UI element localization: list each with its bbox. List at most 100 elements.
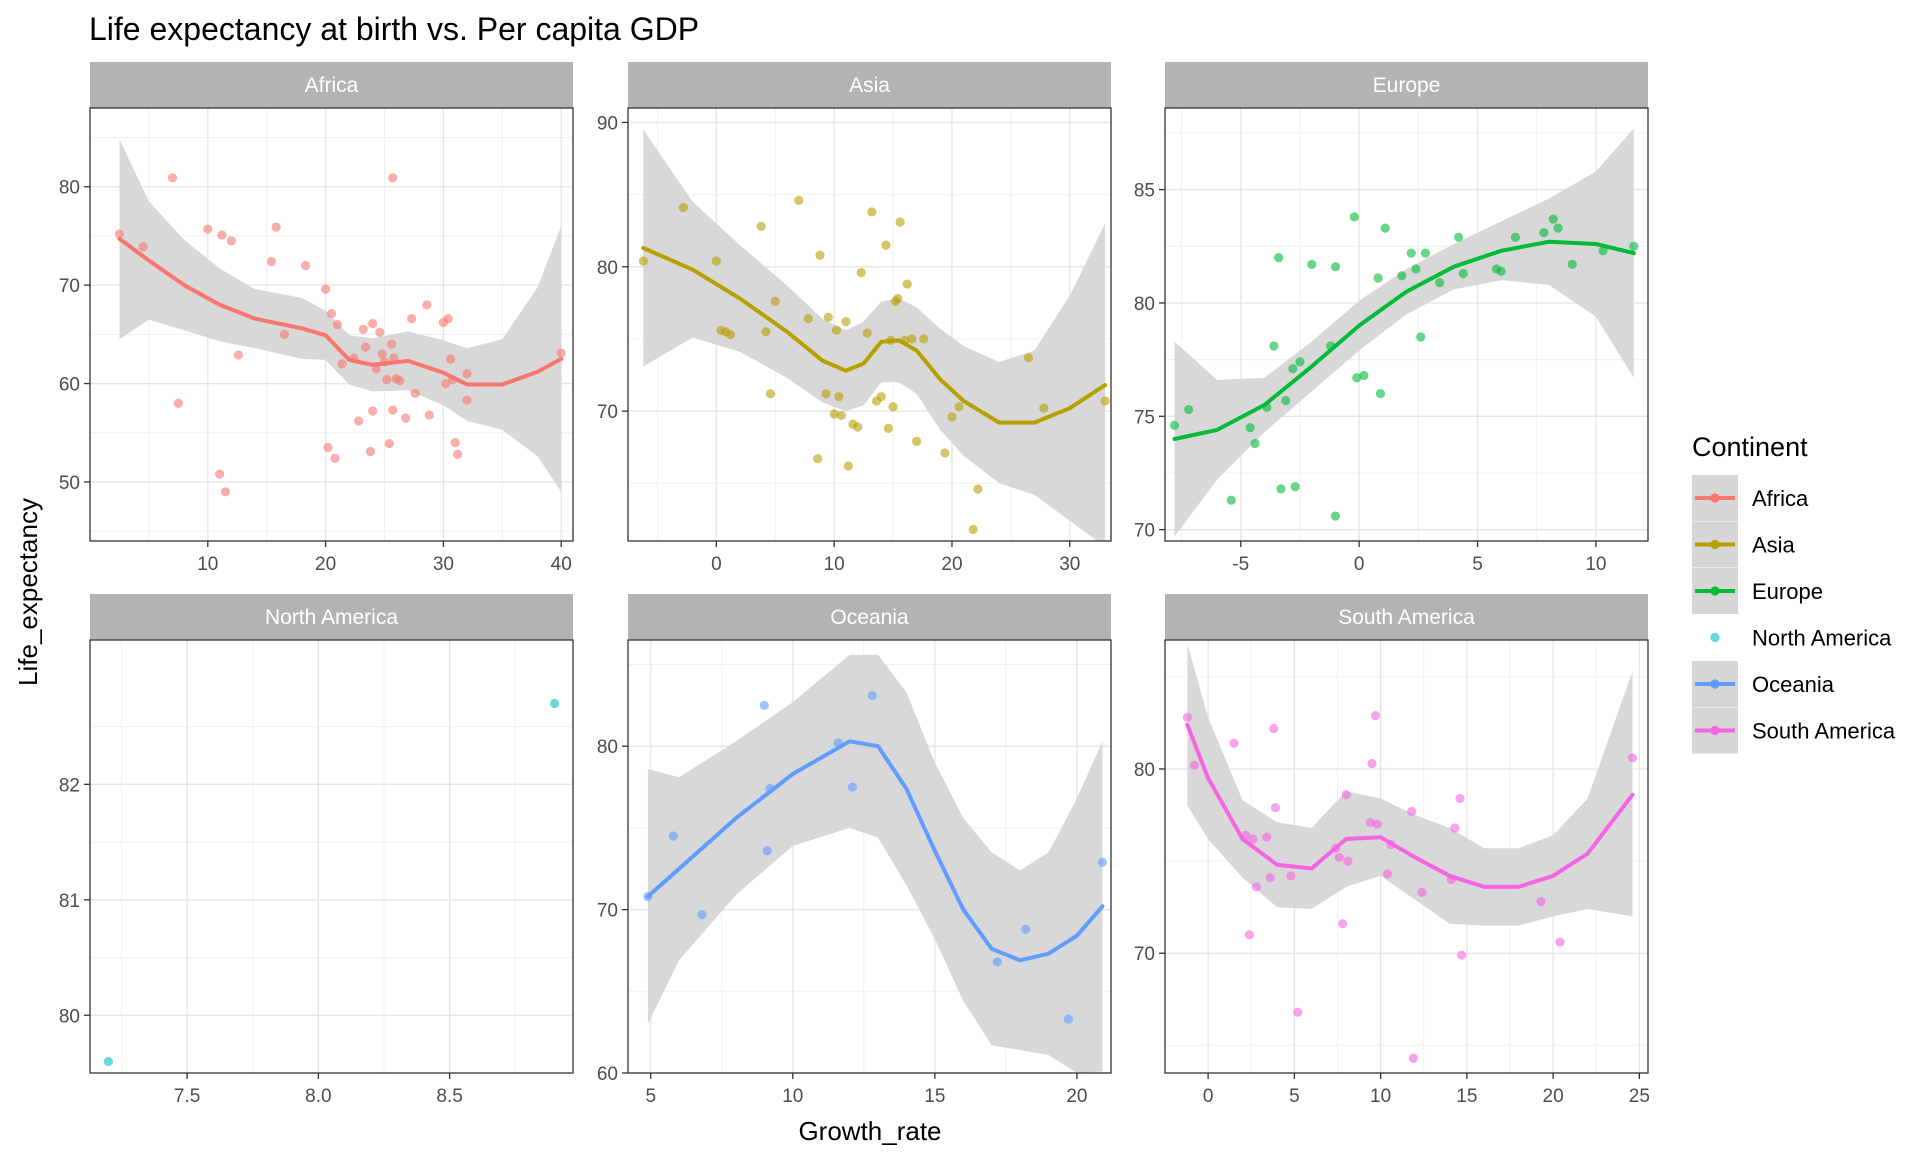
data-point (1184, 404, 1194, 415)
data-layer-oceania (643, 654, 1108, 1073)
x-tick-label: 5 (1289, 1086, 1300, 1107)
data-point (638, 256, 648, 266)
legend: Continent Africa Asia Europe North America O… (1692, 432, 1896, 754)
data-point (407, 313, 417, 324)
data-point (1269, 723, 1279, 734)
data-point (1510, 232, 1521, 242)
data-point (1627, 753, 1638, 763)
data-point (1293, 1007, 1303, 1017)
confidence-band-oceania (647, 654, 1103, 1073)
x-tick-label: 10 (1585, 554, 1606, 575)
data-point (831, 325, 842, 335)
data-point (1281, 395, 1291, 406)
y-tick-label: 80 (59, 1006, 80, 1027)
y-tick-label: 80 (597, 737, 618, 758)
data-point (1245, 423, 1255, 433)
x-tick-label: 15 (1456, 1086, 1477, 1107)
data-point (1536, 897, 1546, 907)
strip-north-america (90, 594, 573, 640)
legend-label-north-america: North America (1752, 626, 1892, 651)
y-tick-label: 80 (1134, 760, 1155, 781)
data-point (550, 698, 560, 709)
legend-point-key (1710, 632, 1720, 643)
data-point (940, 448, 950, 458)
data-point (762, 846, 772, 856)
data-point (1269, 341, 1279, 351)
x-tick-label: 0 (1203, 1086, 1214, 1107)
data-point (388, 173, 398, 183)
y-tick-label: 80 (1134, 294, 1155, 315)
y-tick-label: 75 (1134, 407, 1155, 428)
data-point (1548, 214, 1558, 224)
data-point (1334, 852, 1344, 863)
y-tick-label: 70 (597, 901, 618, 922)
strip-label-oceania: Oceania (830, 606, 909, 629)
panel-oceania: Oceania 5 10 15 20 60 70 80 (597, 594, 1112, 1107)
grid-asia (628, 108, 1111, 541)
data-point (829, 409, 839, 419)
data-point (759, 700, 769, 710)
legend-point-key (1710, 586, 1720, 596)
smooth-line-south-america (1185, 722, 1635, 889)
smooth-line-africa (117, 236, 564, 387)
data-point (353, 416, 364, 426)
data-point (1453, 232, 1464, 242)
panel-europe: Europe -5 0 5 10 70 75 80 85 (1134, 62, 1649, 575)
data-point (103, 1056, 113, 1067)
data-point (770, 296, 780, 307)
strip-europe (1165, 62, 1648, 108)
data-point (794, 195, 804, 205)
data-point (1286, 871, 1296, 881)
data-point (841, 317, 851, 327)
data-point (330, 453, 340, 463)
confidence-band-asia (643, 129, 1106, 541)
x-tick-label: 30 (1059, 554, 1080, 575)
panel-asia: Asia 0 10 20 30 70 80 90 (597, 62, 1112, 575)
data-point (1397, 271, 1407, 281)
data-point (1420, 248, 1431, 258)
data-point (1307, 259, 1317, 270)
x-tick-label: 20 (1066, 1086, 1087, 1107)
data-point (973, 484, 983, 494)
data-point (138, 242, 148, 252)
panel-border-africa (89, 107, 574, 542)
y-tick-label: 70 (597, 402, 618, 423)
data-point (847, 782, 858, 792)
data-point (445, 354, 456, 364)
data-point (803, 314, 813, 324)
data-point (711, 256, 721, 266)
x-tick-label: 20 (315, 554, 336, 575)
data-point (876, 392, 886, 402)
data-point (361, 342, 371, 352)
smooth-line-europe (1172, 239, 1636, 441)
data-point (1365, 817, 1375, 828)
data-point (233, 350, 244, 360)
data-point (1539, 228, 1549, 238)
strip-africa (90, 62, 573, 108)
data-point (1629, 241, 1639, 251)
data-point (761, 327, 771, 337)
data-point (375, 327, 385, 337)
y-tick-label: 70 (1134, 521, 1155, 542)
data-point (881, 240, 891, 250)
data-point (902, 279, 912, 289)
x-axis-title: Growth_rate (798, 1116, 941, 1146)
data-point (203, 224, 213, 234)
data-point (1458, 268, 1468, 279)
x-tick-label: 5 (1472, 554, 1483, 575)
data-point (1567, 259, 1577, 270)
data-point (1039, 403, 1049, 413)
strip-oceania (628, 594, 1111, 640)
confidence-band-south-america (1187, 643, 1633, 926)
strip-south-america (1165, 594, 1648, 640)
data-point (321, 284, 331, 294)
data-point (368, 318, 378, 329)
data-point (1248, 834, 1258, 844)
x-tick-label: 0 (711, 554, 722, 575)
data-point (1226, 495, 1236, 505)
x-tick-label: 30 (433, 554, 454, 575)
data-point (388, 405, 398, 415)
y-axis-title: Life_expectancy (13, 498, 43, 686)
data-point (1338, 919, 1348, 929)
